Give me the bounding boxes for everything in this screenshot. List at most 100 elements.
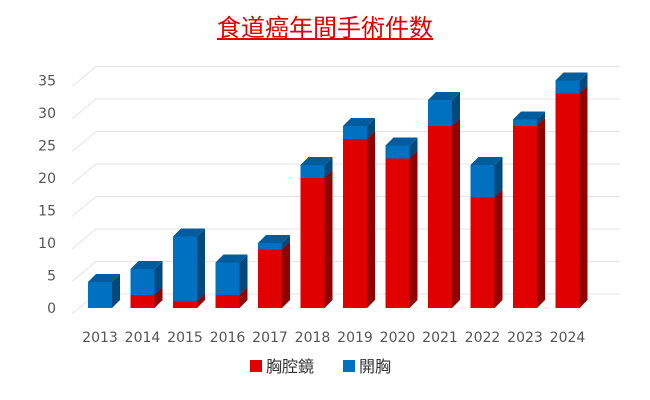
bar-side-face [282,241,290,308]
bar-top-face [555,72,588,81]
x-tick-label: 2014 [125,330,161,346]
y-tick-label: 35 [38,74,56,90]
bar-front-face [258,249,282,308]
bar-side-face [239,287,248,308]
bar-front-face [173,301,197,308]
x-tick-label: 2019 [337,330,373,346]
x-tick-label: 2017 [252,330,288,346]
bar-side-face [537,111,545,126]
bar-front-face [555,93,580,308]
x-tick-label: 2020 [380,330,416,346]
y-tick-label: 10 [38,236,56,252]
y-tick-label: 20 [38,171,56,187]
bar-open-2024 [555,72,588,94]
bar-open-2020 [385,137,418,159]
x-tick-label: 2013 [82,330,118,346]
bar-open-2015 [173,228,205,302]
bar-thoracoscopic-2020 [385,150,418,308]
y-tick-label: 25 [38,139,56,155]
bar-front-face [300,178,325,308]
bar-thoracoscopic-2019 [343,131,375,308]
bar-side-face [452,92,460,126]
bar-front-face [88,282,112,308]
bar-side-face [579,72,588,94]
bar-side-face [324,170,333,308]
y-tick-label: 30 [38,106,56,122]
bar-top-face [215,254,248,263]
bar-front-face [300,165,325,178]
gridline-35 [71,66,620,87]
bar-top-face [130,261,163,269]
bar-front-face [428,126,452,308]
legend-swatch-open [343,360,355,372]
chart-title: 食道癌年間手術件数 [217,14,433,42]
bar-side-face [154,287,163,308]
x-tick-label: 2021 [422,330,458,346]
bar-open-2018 [300,157,333,178]
bar-open-2013 [88,274,120,308]
bar-side-face [537,118,545,308]
bar-front-face [130,269,155,295]
legend-swatch-thoracoscopic [250,360,262,372]
bar-top-face [300,157,333,165]
bar-thoracoscopic-2018 [300,170,333,308]
bar-side-face [452,118,460,308]
legend-label-thoracoscopic: 胸腔鏡 [266,357,314,376]
bar-top-face [385,137,418,146]
bar-front-face [343,139,367,308]
bar-front-face [343,126,367,139]
legend-label-open: 開胸 [359,357,391,376]
bar-top-face [88,274,120,282]
x-tick-label: 2022 [465,330,501,346]
bar-side-face [494,189,503,308]
y-tick-label: 0 [47,301,56,317]
bar-front-face [385,158,410,308]
bar-thoracoscopic-2021 [428,118,460,308]
bar-front-face [215,262,240,295]
bar-open-2019 [343,118,375,139]
x-tick-label: 2018 [295,330,331,346]
bar-top-face [428,92,460,100]
bar-front-face [513,126,537,308]
y-axis-ticks: 0 5 10 15 20 25 30 35 [38,74,56,318]
bar-top-face [513,111,545,120]
bar-layer [88,72,588,308]
grid-layer [71,66,620,315]
bar-top-face [258,235,290,243]
legend: 胸腔鏡 開胸 [250,357,391,376]
y-tick-label: 5 [47,269,56,285]
bar-front-face [258,243,282,250]
bar-open-2021 [428,92,460,126]
bar-side-face [154,261,163,295]
bar-thoracoscopic-2022 [470,189,503,308]
bar-open-2023 [513,111,545,126]
bar-side-face [112,274,120,308]
bar-side-face [197,293,205,308]
bar-side-face [197,228,205,302]
bar-thoracoscopic-2024 [555,85,588,308]
bar-side-face [579,85,588,308]
x-tick-label: 2024 [550,330,586,346]
bar-front-face [173,236,197,302]
bar-side-face [409,137,418,159]
bar-open-2014 [130,261,163,295]
bar-thoracoscopic-2017 [258,241,290,308]
bar-front-face [215,295,240,308]
x-axis-ticks: 2013 2014 2015 2016 2017 2018 2019 2020 2021 2022… [82,330,585,346]
bar-front-face [385,145,410,159]
bar-front-face [513,119,537,126]
bar-side-face [239,254,248,295]
bar-side-face [282,235,290,250]
bar-top-face [470,157,503,165]
bar-side-face [324,157,333,178]
x-tick-label: 2015 [167,330,203,346]
bar-thoracoscopic-2023 [513,118,545,308]
x-tick-label: 2016 [210,330,246,346]
x-tick-label: 2023 [507,330,543,346]
bar-side-face [367,131,375,308]
bar-side-face [367,118,375,139]
bar-side-face [409,150,418,308]
bar-front-face [555,80,580,94]
bar-front-face [130,295,155,308]
